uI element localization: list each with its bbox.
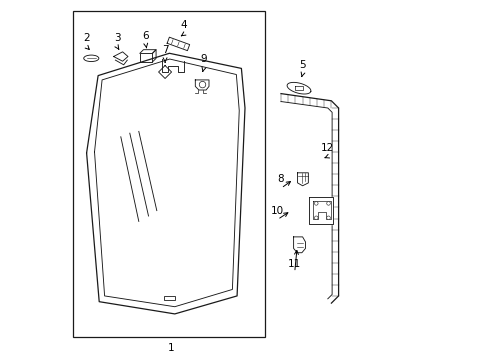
Text: 7: 7 [162,45,169,55]
Text: 10: 10 [271,206,284,216]
Polygon shape [297,173,308,186]
Circle shape [315,216,318,220]
Text: 4: 4 [180,20,187,30]
Circle shape [199,81,206,88]
Circle shape [315,202,318,205]
Polygon shape [309,197,333,224]
Text: 12: 12 [321,143,335,153]
Bar [164,296,175,300]
Text: 5: 5 [299,60,306,70]
Text: 6: 6 [143,31,149,41]
Circle shape [327,216,330,220]
Text: 9: 9 [200,54,207,64]
Polygon shape [167,37,190,51]
Circle shape [327,202,330,205]
Text: 1: 1 [168,343,174,353]
Text: 11: 11 [288,258,301,269]
Polygon shape [294,237,305,253]
Ellipse shape [84,55,99,62]
Polygon shape [287,82,311,94]
Text: 2: 2 [83,33,90,43]
Polygon shape [196,80,209,90]
Text: 8: 8 [278,174,284,184]
Text: 3: 3 [114,33,121,43]
Bar [73,11,265,337]
